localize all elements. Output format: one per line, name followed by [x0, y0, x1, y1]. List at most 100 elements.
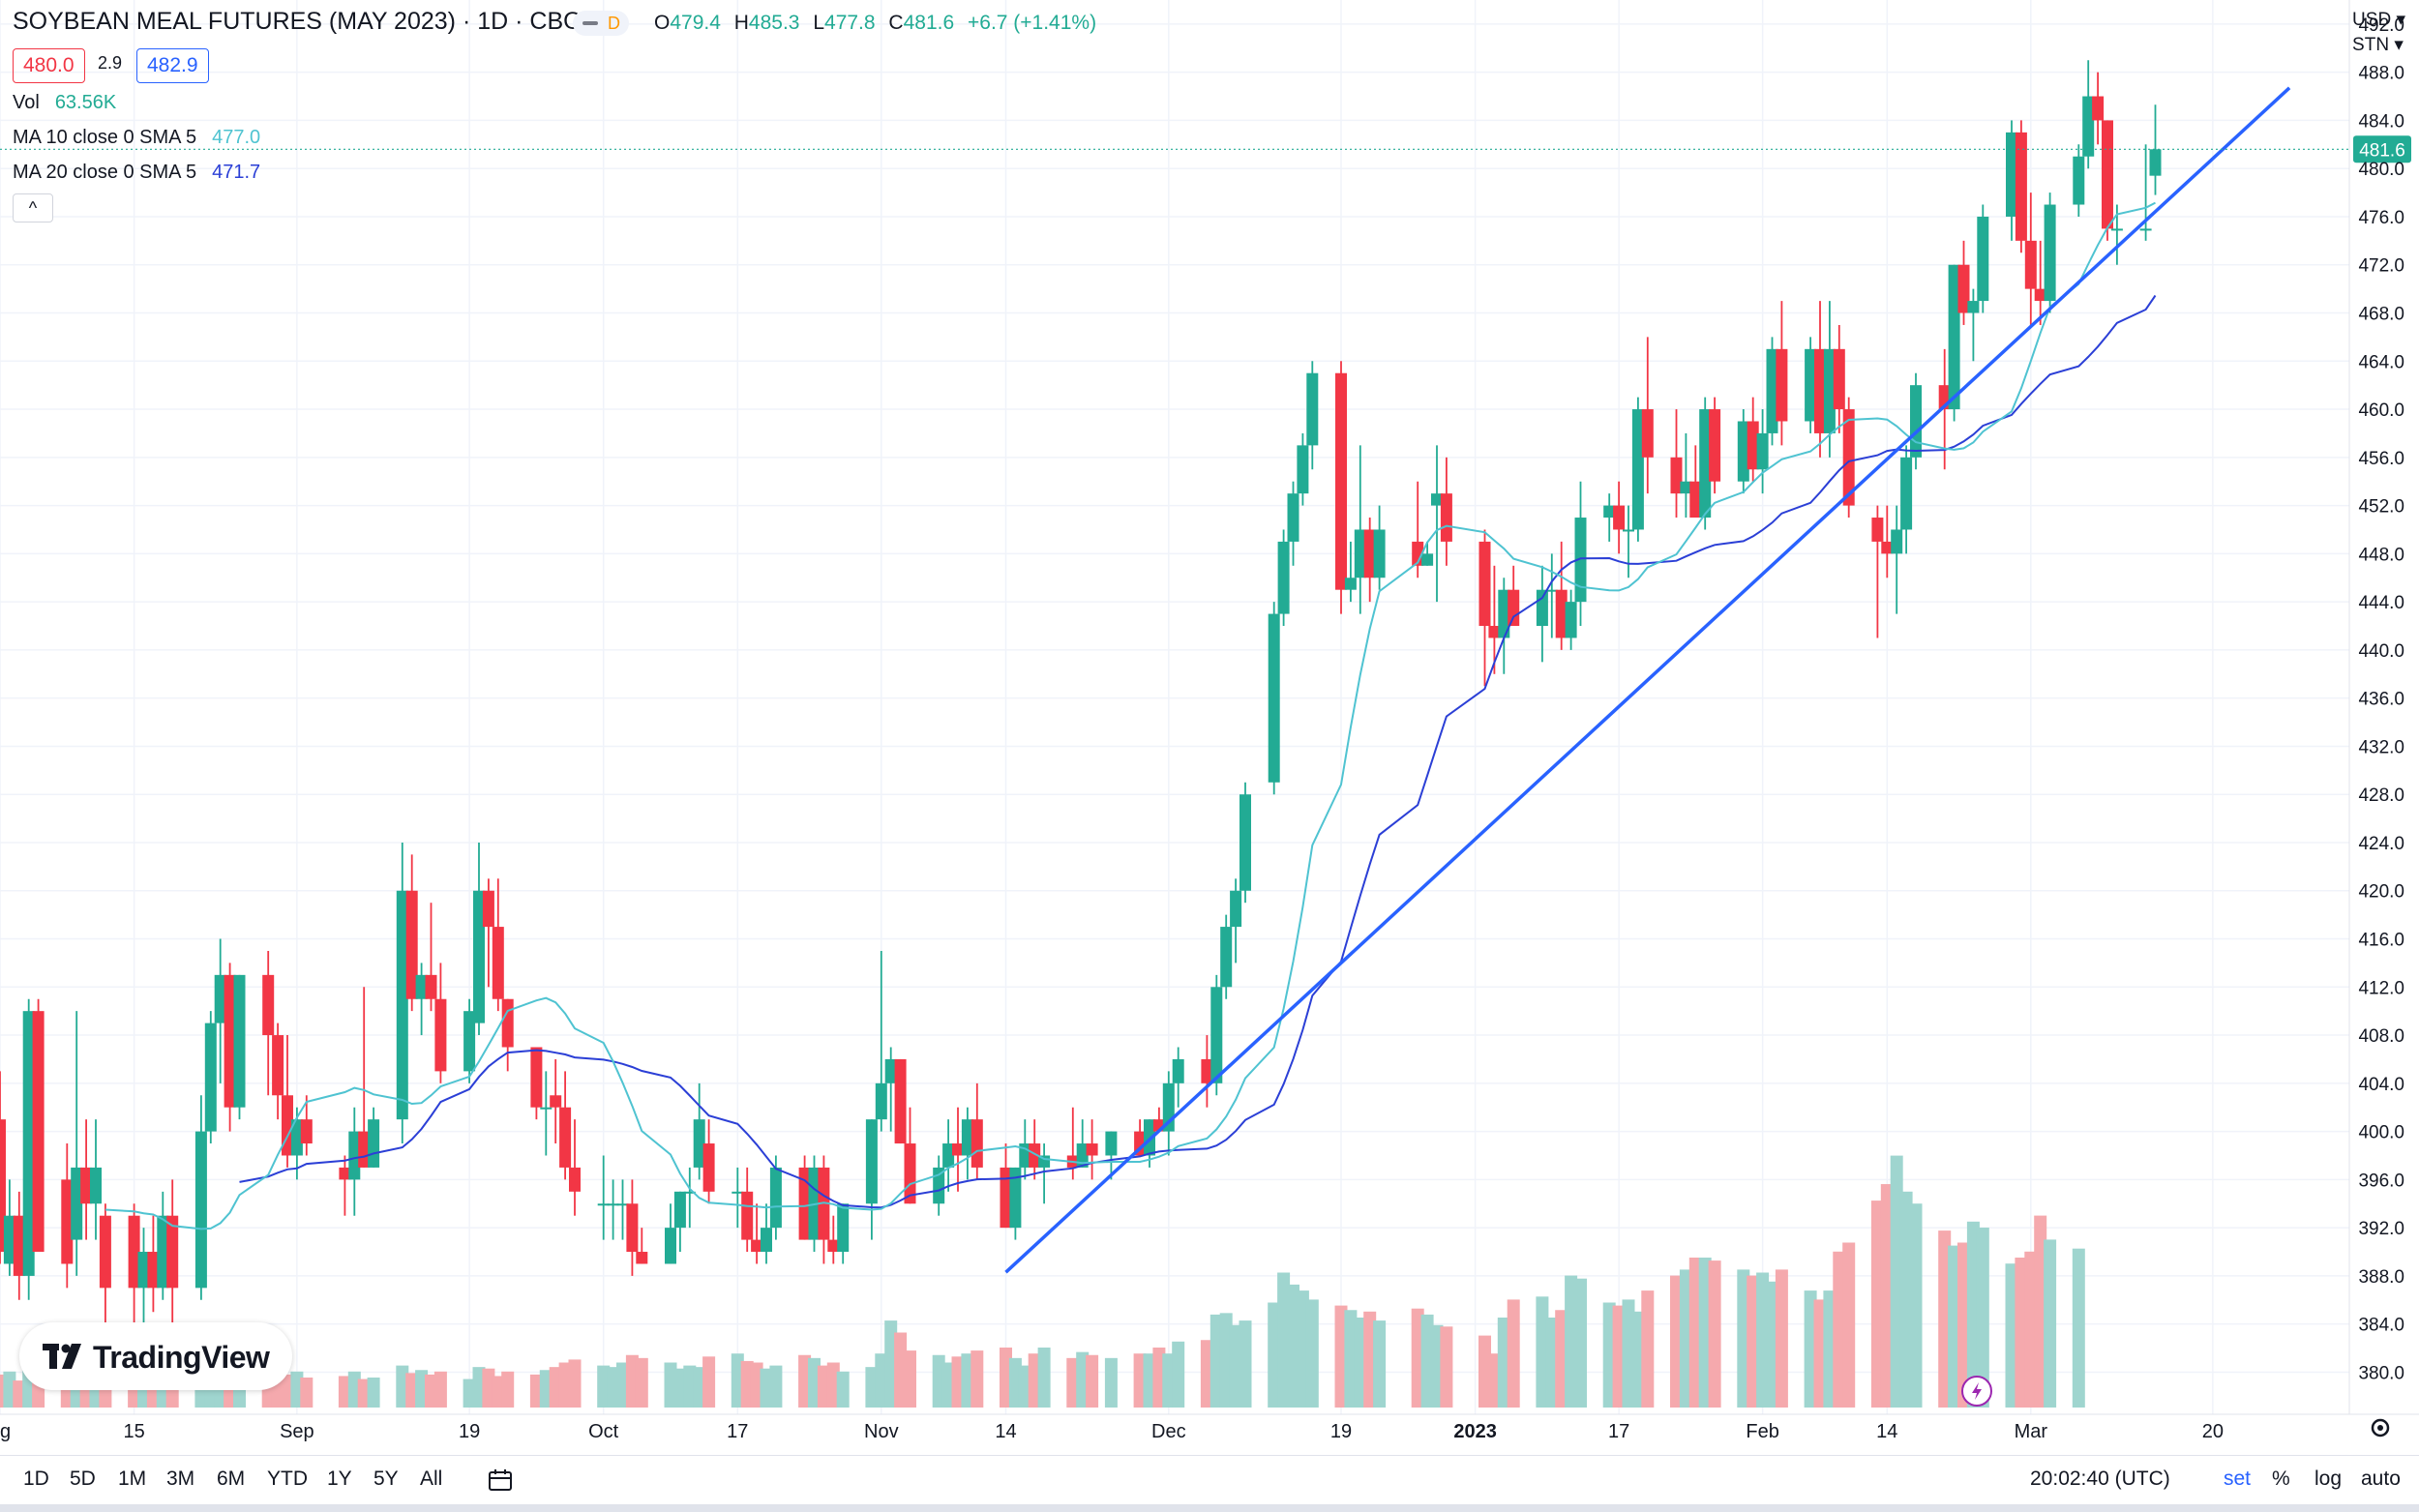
price-axis[interactable]: 492.0 488.0 484.0 480.0 476.0 472.0 468.0 464.0… — [0, 0, 2419, 1415]
candle-body — [1287, 493, 1299, 542]
candle-body — [90, 1167, 102, 1204]
time-tick-label: 17 — [1608, 1421, 1629, 1442]
price-tick-label: 380.0 — [2358, 1363, 2404, 1383]
tradingview-logo-icon — [43, 1344, 81, 1369]
volume-legend[interactable]: Vol 63.56K — [13, 92, 116, 114]
auto-toggle[interactable]: auto — [2361, 1468, 2401, 1490]
moving-average-lines — [105, 201, 2157, 1230]
volume-bar — [1612, 1305, 1626, 1408]
price-tick-label: 436.0 — [2358, 690, 2404, 710]
candle-body — [961, 1119, 973, 1156]
tradingview-watermark[interactable]: TradingView — [19, 1322, 292, 1390]
volume-bar — [1622, 1299, 1635, 1408]
time-tick-label: Sep — [280, 1421, 314, 1442]
price-tick-label: 420.0 — [2358, 882, 2404, 903]
delay-badge[interactable]: D — [573, 11, 629, 36]
volume-bar — [941, 1362, 955, 1408]
timeframe-5d[interactable]: 5D — [70, 1468, 96, 1490]
price-tick-label: 424.0 — [2358, 834, 2404, 854]
candle-body — [1842, 409, 1855, 506]
trendline[interactable] — [1004, 86, 2291, 1274]
percent-toggle[interactable]: % — [2272, 1468, 2290, 1490]
candle-body — [1814, 348, 1826, 433]
ohlc-readout: O479.4 H485.3 L477.8 C481.6 +6.7 (+1.41%… — [654, 12, 1104, 35]
candle-body — [1823, 348, 1836, 433]
volume-bar — [932, 1354, 945, 1408]
candlestick-series — [0, 60, 2162, 1337]
collapse-legend-button[interactable]: ^ — [13, 193, 53, 222]
candle-body — [1871, 518, 1884, 542]
volume-bar — [884, 1320, 898, 1408]
candle-body — [1297, 445, 1309, 494]
last-price-line: 481.6 — [0, 135, 2411, 163]
volume-bar — [1631, 1311, 1645, 1408]
volume-bar — [865, 1367, 879, 1408]
minus-icon — [582, 21, 598, 25]
volume-bar — [1957, 1242, 1970, 1408]
session-toggle[interactable]: set — [2224, 1468, 2252, 1490]
log-toggle[interactable]: log — [2314, 1468, 2343, 1490]
timeframe-3m[interactable]: 3M — [166, 1468, 195, 1490]
volume-bar — [673, 1368, 687, 1408]
volume-bar — [1948, 1245, 1961, 1408]
volume-bar — [1507, 1299, 1520, 1408]
timeframe-1d[interactable]: 1D — [23, 1468, 49, 1490]
timeframe-5y[interactable]: 5Y — [373, 1468, 399, 1490]
volume-bar — [769, 1365, 783, 1408]
candle-body — [71, 1167, 83, 1240]
symbol-title[interactable]: SOYBEAN MEAL FUTURES (MAY 2023) · 1D · C… — [13, 8, 597, 35]
candle-body — [137, 1252, 150, 1289]
gear-icon[interactable] — [2371, 1418, 2390, 1438]
candle-body — [607, 1203, 619, 1206]
candle-body — [434, 998, 447, 1072]
candle-body — [1029, 1143, 1041, 1168]
price-tick-label: 476.0 — [2358, 208, 2404, 228]
timeframe-1y[interactable]: 1Y — [327, 1468, 352, 1490]
volume-bar — [1497, 1318, 1510, 1408]
sell-price-button[interactable]: 480.0 — [13, 48, 85, 83]
candle-body — [904, 1143, 916, 1204]
candle-body — [473, 890, 485, 1023]
volume-bar — [501, 1371, 515, 1408]
candle-body — [1747, 421, 1759, 470]
candle-body — [894, 1058, 907, 1144]
volume-bar — [1708, 1260, 1721, 1408]
candle-body — [2024, 240, 2037, 289]
candle-body — [2034, 288, 2046, 302]
axis-unit-selector[interactable]: USD ▾ STN ▾ — [2352, 8, 2405, 58]
candle-body — [1709, 409, 1721, 482]
buy-price-button[interactable]: 482.9 — [136, 48, 209, 83]
candle-body — [865, 1119, 878, 1204]
bottom-strip — [0, 1504, 2419, 1512]
time-tick-label: ug — [0, 1421, 11, 1442]
time-axis[interactable]: ug 15 Sep 19 Oct 17 Nov 14 Dec 19 2023 17 Feb 14 Mar 20 — [0, 1418, 2390, 1442]
candle-body — [626, 1203, 639, 1253]
unit-label[interactable]: STN ▾ — [2352, 35, 2404, 55]
candle-body — [1498, 589, 1510, 638]
timeframe-6m[interactable]: 6M — [217, 1468, 246, 1490]
currency-label[interactable]: USD ▾ — [2352, 10, 2405, 30]
timeframe-ytd[interactable]: YTD — [267, 1468, 308, 1490]
volume-bar — [1833, 1251, 1846, 1408]
ma20-legend[interactable]: MA 20 close 0 SMA 5 471.7 — [13, 162, 260, 184]
watermark-brand: TradingView — [93, 1340, 270, 1375]
volume-bar — [2005, 1263, 2018, 1408]
clock-readout[interactable]: 20:02:40 (UTC) — [2030, 1468, 2170, 1490]
volume-bar — [1842, 1242, 1856, 1408]
timeframe-1m[interactable]: 1M — [118, 1468, 147, 1490]
chart-canvas[interactable]: 481.6 492.0 488.0 484.0 480.0 476.0 472.0 468.… — [0, 0, 2419, 1455]
ma20-legend-value: 471.7 — [212, 162, 261, 183]
price-tick-label: 440.0 — [2358, 641, 2404, 662]
ma10-legend[interactable]: MA 10 close 0 SMA 5 477.0 — [13, 127, 260, 149]
timeframe-all[interactable]: All — [420, 1468, 443, 1490]
volume-bar — [3, 1371, 16, 1408]
volume-bar — [607, 1367, 620, 1408]
candle-body — [837, 1203, 850, 1253]
candle-body — [2006, 132, 2017, 217]
volume-bar — [1133, 1353, 1147, 1408]
volume-bar — [951, 1356, 965, 1408]
candle-body — [1833, 348, 1845, 410]
price-tick-label: 400.0 — [2358, 1123, 2404, 1143]
date-range-icon[interactable] — [488, 1469, 515, 1493]
low-value: 477.8 — [824, 12, 876, 34]
